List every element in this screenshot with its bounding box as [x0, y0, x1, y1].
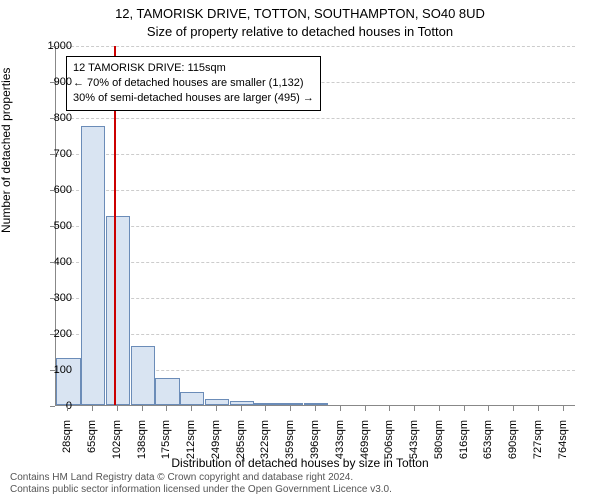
- y-tick: [50, 190, 55, 191]
- gridline: [56, 190, 575, 191]
- x-tick-label: 690sqm: [507, 420, 519, 470]
- footer-line2: Contains public sector information licen…: [10, 484, 392, 496]
- chart-title-line2: Size of property relative to detached ho…: [0, 24, 600, 39]
- annotation-line1: 12 TAMORISK DRIVE: 115sqm: [73, 61, 314, 76]
- histogram-bar: [106, 216, 130, 405]
- y-tick: [50, 154, 55, 155]
- gridline: [56, 154, 575, 155]
- x-tick-label: 764sqm: [557, 420, 569, 470]
- chart-container: 12, TAMORISK DRIVE, TOTTON, SOUTHAMPTON,…: [0, 0, 600, 500]
- histogram-bar: [304, 403, 328, 405]
- x-tick-label: 285sqm: [235, 420, 247, 470]
- y-tick: [50, 298, 55, 299]
- annotation-line3: 30% of semi-detached houses are larger (…: [73, 91, 314, 106]
- x-tick-label: 396sqm: [309, 420, 321, 470]
- gridline: [56, 334, 575, 335]
- gridline: [56, 226, 575, 227]
- x-tick-label: 653sqm: [482, 420, 494, 470]
- plot-area: 12 TAMORISK DRIVE: 115sqm ← 70% of detac…: [55, 46, 575, 406]
- x-tick-label: 433sqm: [334, 420, 346, 470]
- gridline: [56, 118, 575, 119]
- x-tick: [464, 406, 465, 411]
- x-tick: [340, 406, 341, 411]
- x-tick-label: 212sqm: [185, 420, 197, 470]
- gridline: [56, 262, 575, 263]
- x-tick: [191, 406, 192, 411]
- y-tick: [50, 226, 55, 227]
- x-tick-label: 359sqm: [284, 420, 296, 470]
- x-tick: [365, 406, 366, 411]
- y-axis-label: Number of detached properties: [0, 68, 13, 233]
- x-tick-label: 580sqm: [433, 420, 445, 470]
- x-tick-label: 543sqm: [408, 420, 420, 470]
- x-tick-label: 175sqm: [160, 420, 172, 470]
- y-tick: [50, 262, 55, 263]
- x-tick: [290, 406, 291, 411]
- x-tick: [414, 406, 415, 411]
- x-tick: [488, 406, 489, 411]
- y-tick: [50, 370, 55, 371]
- x-tick-label: 249sqm: [210, 420, 222, 470]
- gridline: [56, 46, 575, 47]
- x-tick-label: 616sqm: [458, 420, 470, 470]
- histogram-bar: [279, 403, 303, 405]
- x-tick: [241, 406, 242, 411]
- histogram-bar: [180, 392, 204, 405]
- x-tick: [538, 406, 539, 411]
- y-tick: [50, 406, 55, 407]
- x-tick: [67, 406, 68, 411]
- histogram-bar: [205, 399, 229, 405]
- footer-line1: Contains HM Land Registry data © Crown c…: [10, 472, 392, 484]
- histogram-bar: [131, 346, 155, 405]
- histogram-bar: [155, 378, 179, 405]
- y-tick: [50, 334, 55, 335]
- x-tick: [142, 406, 143, 411]
- x-tick: [265, 406, 266, 411]
- x-tick-label: 102sqm: [111, 420, 123, 470]
- x-tick: [563, 406, 564, 411]
- x-tick-label: 138sqm: [136, 420, 148, 470]
- footer-text: Contains HM Land Registry data © Crown c…: [10, 472, 392, 496]
- y-tick: [50, 118, 55, 119]
- x-tick: [389, 406, 390, 411]
- x-tick-label: 65sqm: [86, 420, 98, 470]
- x-tick-label: 28sqm: [61, 420, 73, 470]
- y-tick: [50, 46, 55, 47]
- x-tick: [92, 406, 93, 411]
- histogram-bar: [230, 401, 254, 405]
- x-tick-label: 506sqm: [383, 420, 395, 470]
- x-tick-label: 322sqm: [259, 420, 271, 470]
- x-tick: [117, 406, 118, 411]
- x-tick: [216, 406, 217, 411]
- x-tick: [315, 406, 316, 411]
- x-tick: [166, 406, 167, 411]
- x-tick-label: 727sqm: [532, 420, 544, 470]
- x-tick-label: 469sqm: [359, 420, 371, 470]
- gridline: [56, 298, 575, 299]
- chart-title-line1: 12, TAMORISK DRIVE, TOTTON, SOUTHAMPTON,…: [0, 6, 600, 21]
- annotation-line2: ← 70% of detached houses are smaller (1,…: [73, 76, 314, 91]
- x-tick: [513, 406, 514, 411]
- annotation-box: 12 TAMORISK DRIVE: 115sqm ← 70% of detac…: [66, 56, 321, 111]
- histogram-bar: [81, 126, 105, 405]
- x-tick: [439, 406, 440, 411]
- y-tick: [50, 82, 55, 83]
- histogram-bar: [254, 403, 278, 405]
